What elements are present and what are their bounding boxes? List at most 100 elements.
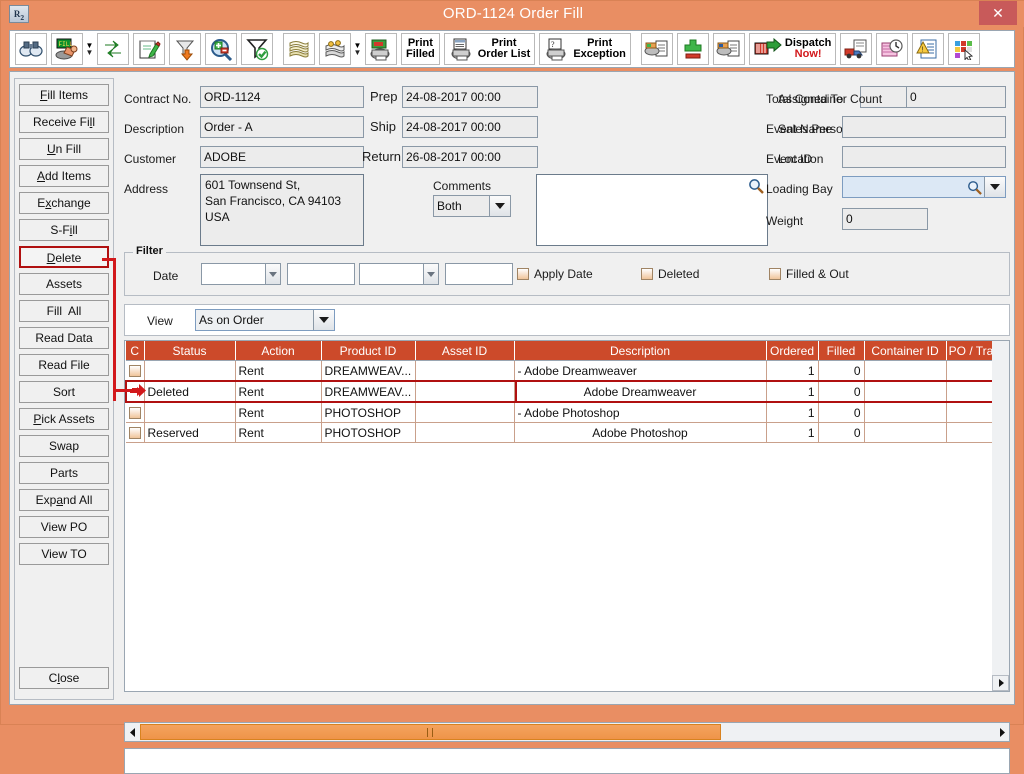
loading-bay-chevron-down-icon[interactable] <box>984 177 1005 197</box>
view-chevron-down-icon[interactable] <box>313 310 334 330</box>
col-header-description[interactable]: Description <box>514 341 767 361</box>
close-button[interactable]: Close <box>19 667 109 689</box>
sidebar-item-un-fill[interactable]: Un Fill <box>19 138 109 160</box>
add-plus-icon[interactable] <box>676 33 709 65</box>
color-palette-icon[interactable] <box>948 33 981 65</box>
sidebar-item-pick-assets[interactable]: Pick Assets <box>19 408 109 430</box>
sidebar-item-read-file[interactable]: Read File <box>19 354 109 376</box>
history-clock-icon[interactable] <box>876 33 909 65</box>
deleted-checkbox[interactable]: Deleted <box>641 267 699 281</box>
grid-horizontal-scrollbar[interactable] <box>124 722 1010 742</box>
col-header-container-id[interactable]: Container ID <box>864 341 947 361</box>
loading-bay-select[interactable] <box>842 176 1006 198</box>
print-exception-icon[interactable]: ? Print Exception <box>539 33 631 65</box>
col-header-filled[interactable]: Filled <box>818 341 865 361</box>
print-filled-label-button[interactable]: Print Filled <box>401 33 440 65</box>
sidebar-item-add-items[interactable]: Add Items <box>19 165 109 187</box>
refresh-icon[interactable] <box>97 33 129 65</box>
row-select-cell[interactable] <box>126 360 145 382</box>
warning-doc-icon[interactable]: ! <box>912 33 945 65</box>
col-header-status[interactable]: Status <box>144 341 236 361</box>
description-field[interactable]: Order - A <box>200 116 364 138</box>
order-items-grid[interactable]: C Status Action Product ID Asset ID Desc… <box>124 340 1010 692</box>
scroll-down-arrow-icon[interactable] <box>992 675 1009 691</box>
sidebar-item-receive-fill[interactable]: Receive Fill <box>19 111 109 133</box>
sidebar-item-assets[interactable]: Assets <box>19 273 109 295</box>
scrollbar-track[interactable] <box>140 724 994 740</box>
event-name-field[interactable] <box>842 116 1006 138</box>
grid-vertical-scrollbar[interactable] <box>992 341 1009 691</box>
find-icon[interactable] <box>15 33 47 65</box>
print-order-list-icon[interactable]: Print Order List <box>443 33 536 65</box>
total-container-count-field[interactable]: 0 <box>906 86 1006 108</box>
sidebar-item-exchange[interactable]: Exchange <box>19 192 109 214</box>
stack-assets-icon[interactable] <box>319 33 351 65</box>
col-header-product-id[interactable]: Product ID <box>321 341 416 361</box>
col-header-po-transfer-id[interactable]: PO / Transfer ID <box>946 341 993 361</box>
comments-text-area[interactable] <box>536 174 768 246</box>
sidebar-item-delete[interactable]: Delete <box>19 246 109 268</box>
row-select-cell[interactable] <box>126 402 145 423</box>
apply-date-checkbox[interactable]: Apply Date <box>517 267 593 281</box>
contract-no-field[interactable]: ORD-1124 <box>200 86 364 108</box>
customer-field[interactable]: ADOBE <box>200 146 364 168</box>
date-to-chevron-down-icon[interactable] <box>423 264 438 284</box>
sidebar-item-read-data[interactable]: Read Data <box>19 327 109 349</box>
comments-search-icon[interactable] <box>748 178 764 194</box>
fill-items-icon[interactable]: FILL <box>51 33 83 65</box>
truck-delivery-icon[interactable] <box>840 33 873 65</box>
chevron-down-icon[interactable] <box>489 196 510 216</box>
edit-notes-icon[interactable] <box>133 33 165 65</box>
filter-down-icon[interactable] <box>169 33 201 65</box>
date-to-field[interactable] <box>359 263 439 285</box>
dispatch-now-icon[interactable]: Dispatch Now! <box>748 33 837 65</box>
scrollbar-thumb[interactable] <box>140 724 721 740</box>
row-checkbox[interactable] <box>129 426 141 439</box>
return-field[interactable]: 26-08-2017 00:00 <box>402 146 538 168</box>
col-header-c[interactable]: C <box>126 341 145 361</box>
copy-doc-icon[interactable] <box>640 33 673 65</box>
copy-doc-blue-icon[interactable] <box>712 33 745 65</box>
apply-date-checkbox-box[interactable] <box>517 268 529 280</box>
sidebar-item-swap[interactable]: Swap <box>19 435 109 457</box>
sidebar-item-fill-items[interactable]: Fill Items <box>19 84 109 106</box>
prep-field[interactable]: 24-08-2017 00:00 <box>402 86 538 108</box>
print-filled-icon[interactable] <box>365 33 397 65</box>
filter-check-icon[interactable] <box>241 33 273 65</box>
table-row[interactable]: Deleted Rent DREAMWEAV... Adobe Dreamwea… <box>125 380 993 403</box>
weight-field[interactable]: 0 <box>842 208 928 230</box>
col-header-action[interactable]: Action <box>235 341 322 361</box>
comments-type-select[interactable]: Both <box>433 195 511 217</box>
col-header-ordered[interactable]: Ordered <box>766 341 819 361</box>
filled-out-checkbox-box[interactable] <box>769 268 781 280</box>
row-select-cell[interactable] <box>126 422 145 443</box>
close-icon[interactable]: ✕ <box>979 1 1017 25</box>
row-checkbox[interactable] <box>129 406 141 419</box>
stack-list-icon[interactable] <box>283 33 315 65</box>
scroll-left-arrow-icon[interactable] <box>125 724 140 740</box>
sidebar-item-sort[interactable]: Sort <box>19 381 109 403</box>
sidebar-item-s-fill[interactable]: S-Fill <box>19 219 109 241</box>
event-id-field[interactable] <box>842 146 1006 168</box>
sidebar-item-parts[interactable]: Parts <box>19 462 109 484</box>
fill-items-dropdown-icon[interactable]: ▼ ▼ <box>85 41 94 57</box>
deleted-checkbox-box[interactable] <box>641 268 653 280</box>
sidebar-item-view-po[interactable]: View PO <box>19 516 109 538</box>
col-header-asset-id[interactable]: Asset ID <box>415 341 515 361</box>
table-row[interactable]: Reserved Rent PHOTOSHOP Adobe Photoshop … <box>126 422 993 443</box>
sidebar-item-expand-all[interactable]: Expand All <box>19 489 109 511</box>
table-row[interactable]: Rent DREAMWEAV... - Adobe Dreamweaver 1 … <box>126 360 993 382</box>
table-row[interactable]: Rent PHOTOSHOP - Adobe Photoshop 1 0 <box>126 402 993 423</box>
zoom-add-remove-icon[interactable] <box>205 33 237 65</box>
address-field[interactable]: 601 Townsend St, San Francisco, CA 94103… <box>200 174 364 246</box>
date-to-time-field[interactable] <box>445 263 513 285</box>
filled-out-checkbox[interactable]: Filled & Out <box>769 267 849 281</box>
row-checkbox[interactable] <box>129 364 141 377</box>
date-from-field[interactable] <box>201 263 281 285</box>
stack-assets-dropdown-icon[interactable]: ▼ ▼ <box>353 41 362 57</box>
view-select[interactable]: As on Order <box>195 309 335 331</box>
date-from-time-field[interactable] <box>287 263 355 285</box>
sidebar-item-view-to[interactable]: View TO <box>19 543 109 565</box>
date-from-chevron-down-icon[interactable] <box>265 264 280 284</box>
ship-field[interactable]: 24-08-2017 00:00 <box>402 116 538 138</box>
